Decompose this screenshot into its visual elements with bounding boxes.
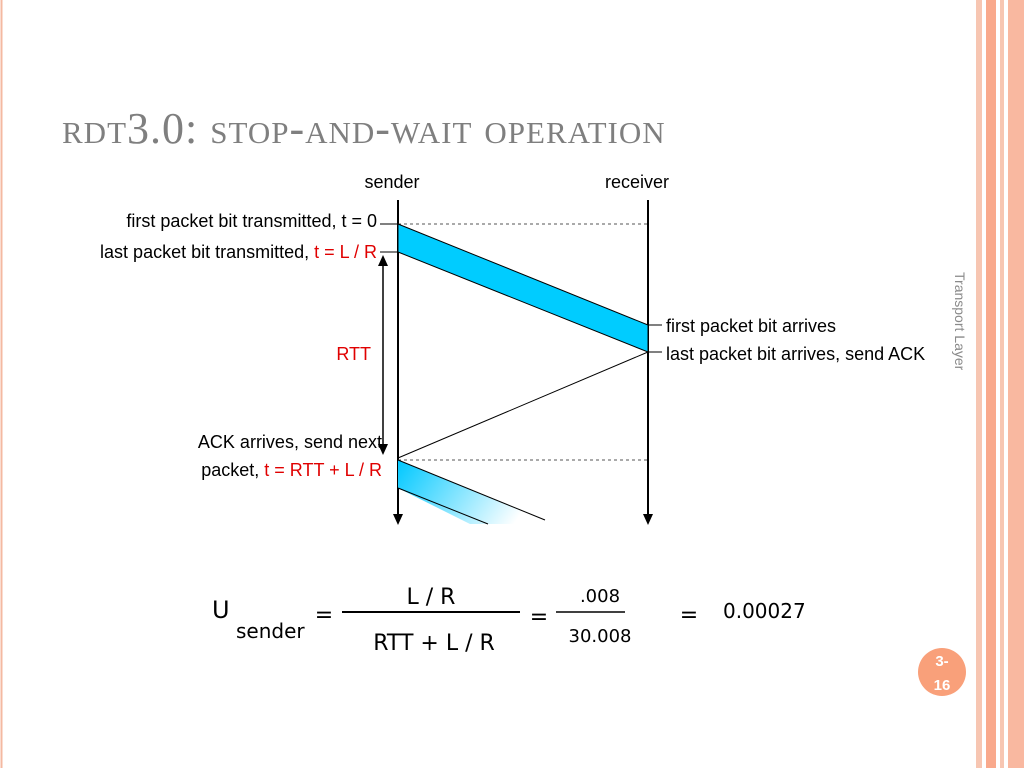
result: 0.00027 — [723, 599, 806, 623]
numerator: L / R — [407, 585, 456, 610]
stripe — [1008, 0, 1024, 768]
next-packet-edge — [397, 487, 489, 525]
next-packet-edge — [397, 459, 546, 521]
formula-subscript: sender — [236, 619, 305, 643]
event-label: last packet bit arrives, send ACK — [666, 344, 925, 364]
page-number: 16 — [934, 677, 951, 694]
ack-line — [397, 351, 649, 459]
event-label: packet, t = RTT + L / R — [201, 460, 382, 480]
event-label: first packet bit transmitted, t = 0 — [126, 211, 377, 231]
arrowhead — [378, 255, 388, 266]
receiver-label: receiver — [605, 172, 669, 192]
stripe — [986, 0, 996, 768]
arrowhead — [643, 514, 653, 525]
stripe — [976, 0, 982, 768]
event-time: t = RTT + L / R — [264, 460, 382, 480]
event-text: last packet bit transmitted, — [100, 242, 314, 262]
event-label: ACK arrives, send next — [198, 432, 382, 452]
numerator: .008 — [580, 586, 620, 607]
denominator: RTT + L / R — [373, 631, 495, 656]
event-text: packet, — [201, 460, 264, 480]
arrowhead — [393, 514, 403, 525]
next-packet — [398, 460, 545, 524]
formula-symbol: U — [212, 596, 230, 624]
stripe — [1000, 0, 1004, 768]
event-time: t = L / R — [314, 242, 377, 262]
side-label: Transport Layer — [952, 272, 968, 371]
rtt-label: RTT — [336, 344, 371, 364]
arrowhead — [378, 444, 388, 455]
page-badge — [918, 648, 966, 696]
event-label: first packet bit arrives — [666, 316, 836, 336]
denominator: 30.008 — [569, 626, 632, 647]
equals: = — [530, 605, 548, 630]
slide-title: rdt3.0: stop-and-wait operation — [62, 104, 666, 153]
sender-label: sender — [364, 172, 419, 192]
equals: = — [315, 603, 333, 628]
page-number: 3- — [935, 653, 948, 670]
event-label: last packet bit transmitted, t = L / R — [100, 242, 377, 262]
equals: = — [680, 603, 698, 628]
